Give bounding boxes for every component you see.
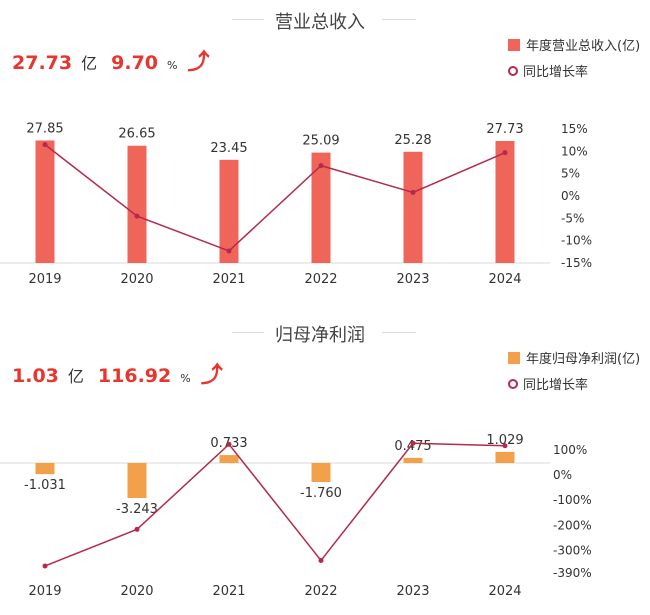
bar-2024 (495, 140, 515, 263)
y2-tick: -100% (553, 493, 592, 507)
growth-line (44, 144, 506, 252)
data-label-2023: 0.475 (394, 439, 431, 454)
growth-point-2019 (42, 142, 48, 148)
y2-tick: -15% (561, 256, 592, 270)
data-label-2019: -1.031 (24, 478, 66, 493)
profit-legend: 年度归母净利润(亿) 同比增长率 (508, 348, 640, 393)
growth-point-2023 (410, 440, 416, 446)
legend-bar-swatch-2 (508, 351, 520, 364)
revenue-kpi-value: 27.73 (12, 52, 73, 74)
revenue-kpi-growth: 9.70 (111, 52, 159, 74)
revenue-legend: 年度营业总收入(亿) 同比增长率 (508, 35, 640, 80)
growth-point-2021 (226, 441, 232, 447)
profit-kpi-pct: % (180, 372, 191, 385)
growth-point-2019 (42, 563, 48, 569)
data-label-2020: 26.65 (118, 127, 155, 142)
growth-point-2022 (318, 163, 324, 169)
revenue-kpi: 27.73 亿 9.70 % ⤴ (12, 44, 209, 76)
title-line-right-2 (382, 332, 416, 333)
growth-point-2020 (134, 526, 140, 532)
bar-2022 (311, 463, 331, 483)
legend-bar-label-2: 年度归母净利润(亿) (526, 352, 641, 367)
growth-point-2024 (502, 150, 508, 156)
legend-line-item-2[interactable]: 同比增长率 (508, 374, 640, 393)
growth-point-2021 (226, 248, 232, 254)
data-label-2021: 23.45 (210, 141, 247, 156)
data-label-2022: 25.09 (302, 134, 339, 149)
legend-line-marker (508, 65, 518, 76)
legend-line-item[interactable]: 同比增长率 (508, 61, 640, 80)
x-tick-2020: 2020 (120, 272, 153, 287)
profit-kpi: 1.03 亿 116.92 % ⤴ (12, 357, 223, 389)
growth-point-2023 (410, 189, 416, 195)
legend-bar-item[interactable]: 年度营业总收入(亿) (508, 35, 640, 54)
title-line-left-2 (232, 332, 264, 333)
data-label-2024: 1.029 (486, 433, 523, 448)
x-tick-2023: 2023 (396, 272, 429, 287)
profit-kpi-unit: 亿 (67, 367, 84, 386)
bar-2023 (403, 457, 423, 463)
data-label-2024: 27.73 (486, 122, 523, 137)
y2-tick: -200% (553, 518, 592, 532)
x-tick-2020: 2020 (120, 584, 153, 599)
profit-title: 归母净利润 (275, 325, 365, 346)
data-label-2023: 25.28 (394, 133, 431, 148)
growth-line (44, 442, 506, 567)
y2-tick: -390% (553, 566, 592, 580)
data-label-2022: -1.760 (300, 486, 342, 501)
bar-2019 (35, 463, 55, 475)
title-line-left (232, 19, 264, 20)
revenue-kpi-unit: 亿 (81, 54, 98, 73)
legend-line-marker-2 (508, 378, 518, 389)
revenue-kpi-pct: % (167, 59, 178, 72)
bar-2021 (219, 159, 239, 263)
y2-tick: -300% (553, 543, 592, 557)
bar-2020 (127, 463, 147, 499)
up-arrow-icon: ⤴ (200, 363, 223, 388)
bar-2019 (35, 140, 55, 263)
y2-tick: 0% (561, 189, 580, 203)
x-tick-2019: 2019 (28, 584, 61, 599)
data-label-2020: -3.243 (116, 502, 158, 517)
x-tick-2024: 2024 (488, 584, 521, 599)
x-tick-2021: 2021 (212, 584, 245, 599)
y2-tick: 5% (561, 167, 580, 181)
bar-2022 (311, 152, 331, 263)
up-arrow-icon: ⤴ (187, 50, 210, 75)
y2-tick: -5% (561, 211, 584, 225)
legend-bar-label: 年度营业总收入(亿) (526, 39, 641, 54)
x-tick-2022: 2022 (304, 584, 337, 599)
data-label-2019: 27.85 (26, 121, 63, 136)
bar-2021 (219, 455, 239, 463)
profit-kpi-growth: 116.92 (97, 365, 172, 387)
legend-line-label: 同比增长率 (523, 65, 589, 80)
y2-tick: 15% (561, 122, 588, 136)
profit-kpi-value: 1.03 (12, 365, 59, 387)
legend-bar-item-2[interactable]: 年度归母净利润(亿) (508, 348, 640, 367)
y2-tick: 10% (561, 144, 588, 158)
y2-tick: -10% (561, 234, 592, 248)
y2-tick: 0% (553, 468, 572, 482)
x-tick-2024: 2024 (488, 272, 521, 287)
title-line-right (382, 19, 416, 20)
profit-chart: -1.031-3.2430.733-1.7600.4751.0292019202… (0, 433, 592, 599)
legend-bar-swatch (508, 38, 520, 51)
revenue-chart: 27.85 26.65 23.45 25.09 25.28 27.73 2019 2020 20… (0, 121, 592, 287)
x-tick-2022: 2022 (304, 272, 337, 287)
bar-2024 (495, 451, 515, 463)
x-tick-2023: 2023 (396, 584, 429, 599)
growth-point-2020 (134, 213, 140, 219)
y2-tick: 100% (553, 443, 587, 457)
bar-2020 (127, 145, 147, 263)
growth-point-2022 (318, 557, 324, 563)
x-tick-2021: 2021 (212, 272, 245, 287)
revenue-title: 营业总收入 (275, 12, 365, 33)
bar-2023 (403, 151, 423, 263)
growth-point-2024 (502, 443, 508, 449)
legend-line-label-2: 同比增长率 (523, 378, 589, 393)
x-tick-2019: 2019 (28, 272, 61, 287)
